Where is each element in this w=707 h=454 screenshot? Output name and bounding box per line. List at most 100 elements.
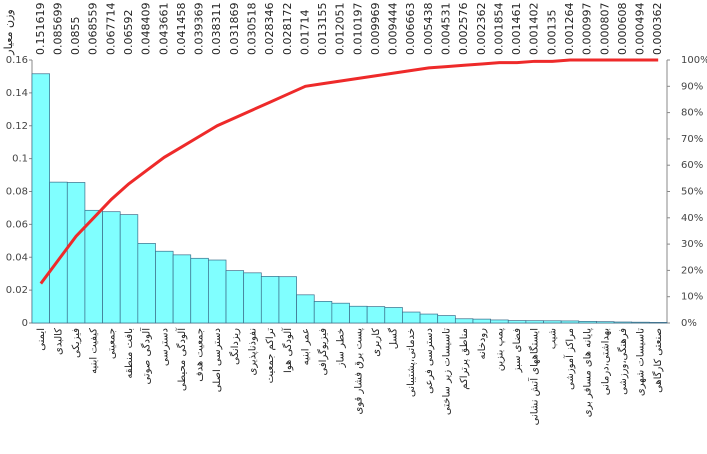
bar	[313, 301, 333, 324]
cumulative-line	[39, 58, 659, 285]
value-label: 0.012051	[334, 3, 347, 56]
x-tick-label: جمعیت هدف	[195, 328, 206, 382]
bar	[260, 276, 280, 324]
bar	[507, 320, 527, 324]
value-label: 0.151619	[34, 3, 47, 56]
x-tick-label: آلودگی صوتی	[140, 327, 153, 385]
value-label: 0.000997	[581, 3, 594, 56]
x-tick-label: پمپ بنزین	[494, 328, 505, 371]
x-tick-label: پست برق فشار قوی	[353, 328, 364, 415]
bar	[208, 259, 227, 324]
x-tick-label: پایانه های مسافر بری	[583, 328, 594, 417]
bar	[31, 73, 50, 324]
value-label: 0.085699	[51, 3, 64, 56]
value-label: 0.001854	[492, 3, 505, 56]
y-axis-label: وزن معیار	[2, 9, 15, 55]
bar	[66, 182, 86, 324]
x-tick-label: شیب	[547, 328, 558, 349]
x-tick-label: مناطق پرتراکم	[459, 328, 470, 390]
y2-tick-label: 90%	[681, 81, 703, 92]
y-tick-label: 0.14	[6, 88, 28, 99]
bar	[402, 311, 421, 324]
bar	[243, 272, 262, 324]
bar	[84, 209, 103, 324]
y2-tick-label: 70%	[681, 134, 703, 145]
bar	[649, 322, 668, 324]
bar	[102, 211, 121, 324]
value-label: 0.038311	[210, 3, 223, 56]
value-label: 0.000807	[598, 3, 611, 56]
bar	[472, 318, 491, 324]
bar	[419, 313, 439, 324]
bar	[366, 306, 386, 324]
value-label: 0.002576	[457, 3, 470, 56]
bar	[560, 320, 580, 324]
value-label: 0.01714	[298, 10, 311, 56]
value-label: 0.028346	[263, 3, 276, 56]
x-tick-label: خطر ساز	[336, 328, 347, 368]
x-tick-label: آلودگی هوا	[281, 327, 294, 373]
value-label: 0.0855	[69, 17, 82, 56]
x-tick-label: فضای سبز	[512, 328, 523, 374]
value-label: 0.009444	[387, 3, 400, 56]
x-tick-label: صنعتی کارگاهی	[652, 328, 664, 393]
bar	[331, 302, 350, 324]
y2-tick-label: 30%	[681, 239, 703, 250]
bar	[225, 270, 245, 324]
value-label: 0.067714	[104, 3, 117, 56]
bar	[155, 250, 174, 324]
bar	[119, 214, 139, 324]
bar	[525, 320, 544, 324]
y2-tick-label: 80%	[681, 108, 703, 119]
x-tick-label: عمر ابنیه	[300, 328, 311, 365]
x-tick-label: کاربری	[371, 328, 382, 357]
value-label: 0.028172	[281, 3, 294, 56]
bar	[543, 320, 562, 324]
x-tick-label: رودخانه	[477, 328, 488, 360]
y-tick-label: 0.02	[6, 285, 28, 296]
value-label: 0.000494	[634, 3, 647, 56]
x-tick-label: دسترسی فرعی	[424, 328, 435, 394]
y2-tick-label: 0%	[681, 318, 697, 329]
bar	[613, 321, 633, 324]
x-tick-label: فیزیوگرافی	[317, 328, 329, 376]
bar	[172, 254, 192, 324]
y2-tick-label: 60%	[681, 160, 703, 171]
bar	[190, 257, 209, 324]
y-tick-label: 0.04	[6, 252, 28, 263]
value-label: 0.041458	[175, 3, 188, 56]
x-tick-label: مراکز آموزشی	[563, 328, 576, 390]
bar	[296, 294, 315, 324]
y-tick-label: 0.1	[12, 154, 28, 165]
y2-tick-label: 10%	[681, 292, 703, 303]
y-tick-label: 0	[22, 318, 28, 329]
x-tick-label: تاسیسات زیر ساختی	[442, 328, 453, 415]
bar	[278, 276, 297, 324]
x-tick-label: ریزدانگی	[229, 328, 241, 365]
y-tick-label: 0.12	[6, 121, 28, 132]
value-label: 0.048409	[140, 3, 153, 56]
y2-tick-label: 100%	[681, 55, 707, 66]
value-label: 0.06592	[122, 10, 135, 56]
value-label: 0.010197	[351, 3, 364, 56]
x-tick-label: بهداشتی،درمانی	[600, 328, 611, 395]
bar	[454, 318, 474, 324]
value-label: 0.030518	[245, 3, 258, 56]
y-tick-label: 0.06	[6, 219, 28, 230]
x-tick-label: ایستگاههای آتش نشانی	[528, 328, 541, 425]
bar	[137, 243, 156, 324]
bar	[631, 321, 650, 324]
value-label: 0.043661	[157, 3, 170, 56]
bar	[578, 321, 597, 324]
x-tick-label: دسترسی	[159, 328, 170, 366]
value-label: 0.00135	[545, 10, 558, 56]
value-label: 0.001264	[563, 3, 576, 56]
value-label: 0.039369	[193, 3, 206, 56]
x-tick-label: کالبدی	[53, 328, 64, 355]
x-tick-label: کیفیت ابنیه	[89, 328, 100, 374]
value-label: 0.009969	[369, 3, 382, 56]
bar	[596, 321, 615, 324]
value-label: 0.001461	[510, 3, 523, 56]
bar	[349, 305, 368, 324]
